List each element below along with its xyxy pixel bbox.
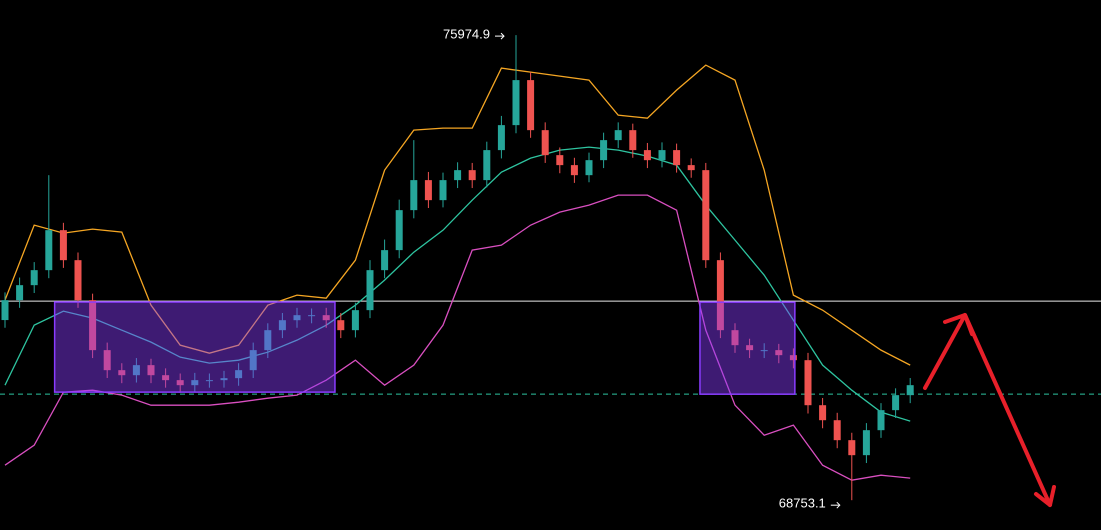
- candle-body: [673, 150, 681, 166]
- candle-body: [600, 140, 608, 161]
- candle-body: [381, 250, 389, 271]
- candle-body: [585, 160, 593, 176]
- arrow-head: [1034, 485, 1056, 507]
- arrow-head: [943, 313, 974, 336]
- candle-body: [746, 345, 754, 351]
- band-line: [4, 194, 911, 481]
- candle-body: [614, 130, 622, 141]
- candle-body: [760, 350, 768, 352]
- candle-body: [541, 130, 549, 156]
- candle-body: [351, 310, 359, 331]
- candle-body: [862, 430, 870, 456]
- candle-body: [103, 350, 111, 371]
- zone-box: [699, 301, 796, 395]
- candle-body: [468, 170, 476, 181]
- candle-body: [395, 210, 403, 251]
- band-line: [4, 146, 911, 422]
- candle-body: [658, 150, 666, 161]
- candle-body: [497, 125, 505, 151]
- candle-body: [118, 370, 126, 376]
- label-arrow-head: [500, 32, 505, 40]
- candle-body: [322, 315, 330, 321]
- projection-arrows: [923, 313, 1056, 507]
- candle-body: [1, 300, 9, 321]
- candle-body: [804, 360, 812, 406]
- candle-body: [512, 80, 520, 126]
- candle-body: [789, 355, 797, 361]
- candle-body: [527, 80, 535, 131]
- candle-body: [629, 130, 637, 151]
- candle-body: [775, 350, 783, 356]
- candle-body: [45, 230, 53, 271]
- candle-body: [249, 350, 257, 371]
- candle-body: [877, 410, 885, 431]
- candle-body: [74, 260, 82, 301]
- candle-body: [59, 230, 67, 261]
- candle-body: [454, 170, 462, 181]
- candle-body: [16, 285, 24, 301]
- candle-body: [162, 375, 170, 381]
- candle-body: [205, 380, 213, 382]
- candle-body: [702, 170, 710, 261]
- zone-box: [53, 301, 336, 393]
- candle-body: [278, 320, 286, 331]
- candle-body: [264, 330, 272, 351]
- candle-body: [366, 270, 374, 311]
- candle-body: [906, 385, 914, 396]
- candle-body: [337, 320, 345, 331]
- candle-body: [716, 260, 724, 331]
- extreme-label: 75974.9: [443, 27, 490, 42]
- extreme-label: 68753.1: [779, 496, 826, 511]
- candle-body: [833, 420, 841, 441]
- candle-body: [687, 165, 695, 171]
- candle-body: [89, 300, 97, 351]
- candle-body: [30, 270, 38, 286]
- candle-body: [424, 180, 432, 201]
- candle-body: [643, 150, 651, 161]
- candle-body: [308, 315, 316, 317]
- candle-body: [819, 405, 827, 421]
- candle-body: [439, 180, 447, 201]
- candle-body: [147, 365, 155, 376]
- candle-body: [191, 380, 199, 386]
- candle-body: [731, 330, 739, 346]
- candle-body: [848, 440, 856, 456]
- candle-body: [220, 378, 228, 381]
- candle-body: [235, 370, 243, 379]
- candle-body: [293, 315, 301, 321]
- candle-body: [570, 165, 578, 176]
- candle-body: [892, 395, 900, 411]
- candle-body: [410, 180, 418, 211]
- candle-body: [132, 365, 140, 376]
- label-arrow-head: [836, 501, 841, 509]
- candle-body: [556, 155, 564, 166]
- projection-path: [923, 313, 1052, 507]
- band-line: [4, 64, 911, 366]
- candle-body: [483, 150, 491, 181]
- candle-body: [176, 380, 184, 386]
